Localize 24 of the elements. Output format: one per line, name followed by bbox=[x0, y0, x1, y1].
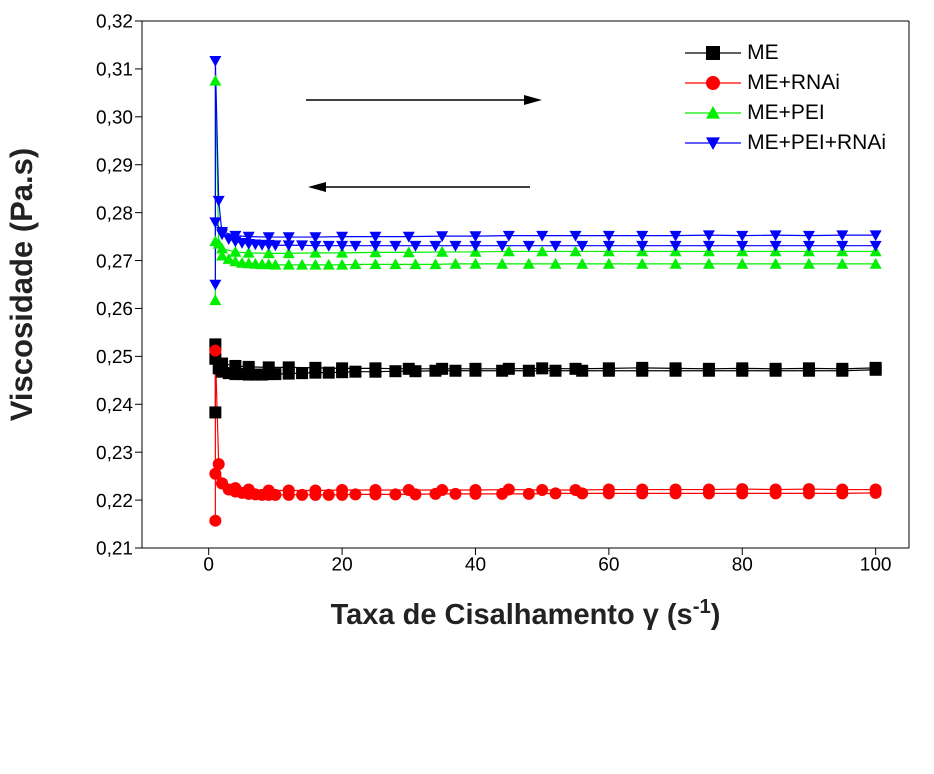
y-tick-label: 0,22 bbox=[96, 490, 133, 512]
x-tick-label: 20 bbox=[332, 554, 353, 576]
y-tick-label: 0,29 bbox=[96, 155, 133, 176]
y-tick-label: 0,25 bbox=[96, 347, 133, 368]
x-tick-label: 60 bbox=[598, 554, 620, 576]
y-tick-label: 0,30 bbox=[96, 108, 133, 129]
x-tick-label: 0 bbox=[203, 554, 214, 576]
legend-label: ME+PEI+RNAi bbox=[747, 131, 886, 155]
x-tick-label: 40 bbox=[464, 554, 486, 576]
x-tick-label: 80 bbox=[732, 554, 753, 576]
y-axis-title: Viscosidade (Pa.s) bbox=[4, 148, 39, 422]
legend-label: ME bbox=[747, 41, 779, 65]
y-tick-label: 0,23 bbox=[96, 442, 133, 464]
y-tick-label: 0,32 bbox=[96, 12, 133, 33]
y-tick-label: 0,31 bbox=[96, 60, 133, 81]
x-axis-title: Taxa de Cisalhamento γ (s$^{-1}$) bbox=[330, 596, 720, 631]
y-tick-label: 0,28 bbox=[96, 203, 133, 224]
x-tick-label: 100 bbox=[860, 554, 892, 576]
y-tick-label: 0,21 bbox=[96, 538, 133, 560]
legend-label: ME+RNAi bbox=[747, 71, 840, 95]
y-tick-label: 0,26 bbox=[96, 299, 133, 320]
legend-label: ME+PEI bbox=[747, 101, 825, 125]
y-tick-label: 0,27 bbox=[96, 251, 133, 272]
y-tick-label: 0,24 bbox=[96, 395, 134, 416]
